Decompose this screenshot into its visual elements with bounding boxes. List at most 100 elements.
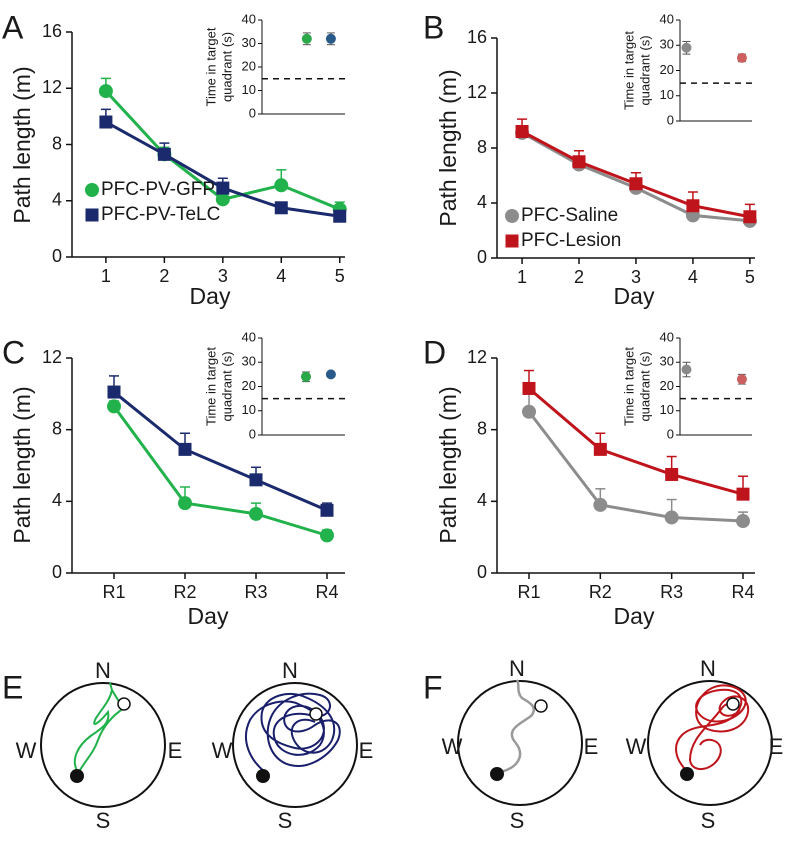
legend-marker — [85, 208, 99, 222]
inset-point — [325, 369, 336, 380]
data-point — [736, 514, 750, 529]
data-point — [593, 497, 608, 512]
y-axis-label: Path length (m) — [9, 66, 35, 223]
legend-marker — [85, 183, 99, 197]
inset-point — [736, 52, 747, 63]
inset-y-tick-label: 0 — [667, 112, 674, 127]
compass-label: S — [278, 808, 293, 833]
y-tick-label: 8 — [52, 418, 62, 438]
y-tick-label: 4 — [477, 490, 487, 510]
pool — [232, 682, 358, 808]
maze-panels: E F N E S W N E S W N E S W N E S W — [2, 656, 783, 833]
panel-label: F — [423, 669, 443, 705]
panel-label: A — [2, 9, 24, 45]
data-point — [157, 147, 171, 161]
x-tick-label: R3 — [660, 582, 683, 602]
panel-label: C — [2, 334, 25, 370]
inset-y-tick-label: 0 — [249, 105, 256, 120]
inset-y-tick-label: 30 — [660, 354, 674, 369]
inset-y-tick-label: 10 — [242, 402, 256, 417]
compass-label: S — [701, 808, 716, 833]
x-axis-label: Day — [614, 603, 655, 629]
inset-y-axis-label: Time in target — [203, 27, 218, 106]
data-point — [522, 404, 536, 419]
y-axis-label: Path length (m) — [435, 386, 461, 543]
swim-path — [499, 679, 536, 774]
data-point — [274, 178, 289, 193]
x-tick-label: 5 — [335, 266, 345, 286]
start-point — [70, 769, 84, 783]
data-point — [107, 399, 121, 414]
inset-y-tick-label: 30 — [242, 35, 256, 50]
y-tick-label: 0 — [52, 562, 62, 582]
inset-point — [300, 371, 311, 382]
inset-y-tick-label: 40 — [242, 329, 256, 344]
data-point — [216, 181, 230, 195]
data-point — [333, 209, 347, 223]
inset-y-axis-label: quadrant (s) — [219, 32, 234, 102]
compass-label: S — [510, 808, 525, 833]
data-point — [736, 487, 750, 501]
y-tick-label: 0 — [477, 562, 487, 582]
inset-point — [736, 374, 747, 385]
data-point — [249, 506, 263, 521]
panel-label: D — [423, 334, 446, 370]
compass-label: S — [96, 808, 111, 833]
data-point — [99, 115, 113, 129]
inset-y-tick-label: 10 — [242, 82, 256, 97]
y-axis-label: Path length (m) — [435, 69, 461, 226]
x-axis-label: Day — [614, 283, 655, 309]
compass-label: E — [769, 734, 784, 759]
inset-y-tick-label: 20 — [242, 58, 256, 73]
data-point — [274, 201, 288, 215]
x-tick-label: R1 — [102, 582, 125, 602]
inset-y-tick-label: 40 — [660, 329, 674, 344]
data-point — [686, 199, 700, 213]
x-tick-label: R4 — [731, 582, 754, 602]
inset-y-tick-label: 30 — [660, 37, 674, 52]
inset-point — [301, 33, 312, 44]
x-tick-label: R2 — [173, 582, 196, 602]
compass-label: W — [626, 734, 647, 759]
inset-y-tick-label: 10 — [660, 87, 674, 102]
compass-label: N — [509, 656, 525, 681]
x-tick-label: 3 — [631, 267, 641, 287]
legend-label: PFC-PV-GFP — [101, 179, 215, 200]
x-tick-label: 2 — [574, 267, 584, 287]
inset-y-axis-label: Time in target — [621, 347, 636, 426]
inset-y-axis-label: Time in target — [203, 347, 218, 426]
inset-point — [681, 364, 692, 375]
data-point — [107, 385, 121, 399]
inset-y-axis-label: quadrant (s) — [637, 351, 652, 421]
x-tick-label: 2 — [159, 266, 169, 286]
y-tick-label: 4 — [477, 192, 487, 212]
compass-label: W — [16, 738, 37, 763]
compass-label: E — [584, 734, 599, 759]
inset-point — [325, 33, 336, 44]
compass-label: N — [282, 658, 298, 683]
platform — [309, 707, 323, 721]
start-point — [490, 767, 504, 781]
pool — [647, 680, 773, 806]
y-tick-label: 16 — [467, 27, 487, 47]
data-point — [665, 467, 679, 481]
start-point — [256, 769, 270, 783]
inset-y-tick-label: 0 — [667, 426, 674, 441]
data-point — [320, 528, 334, 543]
series-line — [528, 387, 744, 496]
y-tick-label: 8 — [477, 418, 487, 438]
panel-label: E — [2, 669, 23, 705]
inset-y-tick-label: 0 — [249, 426, 256, 441]
x-tick-label: R3 — [244, 582, 267, 602]
inset-y-tick-label: 20 — [660, 378, 674, 393]
data-point — [522, 381, 536, 395]
y-tick-label: 12 — [467, 347, 487, 367]
compass-label: W — [212, 738, 233, 763]
x-tick-label: R4 — [315, 582, 338, 602]
data-point — [515, 125, 529, 138]
inset-y-axis-label: Time in target — [621, 31, 636, 110]
data-point — [178, 496, 192, 511]
x-tick-label: R2 — [589, 582, 612, 602]
y-tick-label: 12 — [467, 82, 487, 102]
